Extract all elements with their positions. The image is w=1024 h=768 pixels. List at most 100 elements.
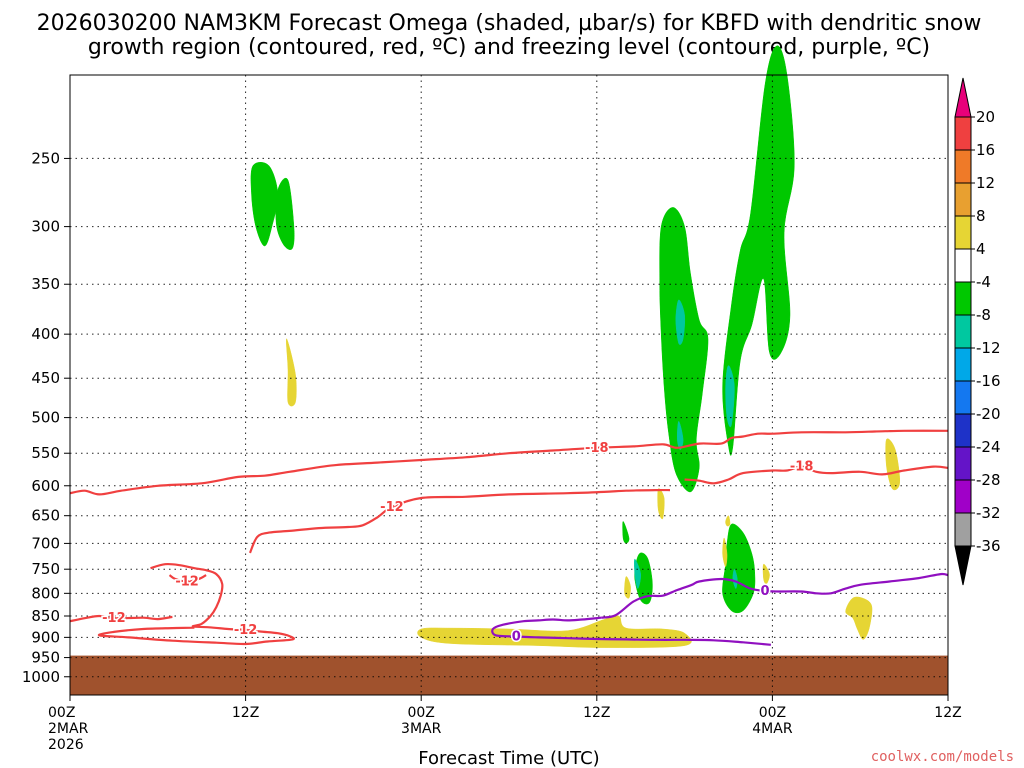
colorbar-tick-label: -28 bbox=[976, 471, 1001, 489]
dgz-contour bbox=[97, 562, 295, 646]
chart-title-line-1: 2026030200 NAM3KM Forecast Omega (shaded… bbox=[37, 11, 982, 36]
colorbar-bin bbox=[954, 215, 972, 250]
colorbar-bin bbox=[954, 413, 972, 448]
colorbar-tick-label: -32 bbox=[976, 504, 1001, 522]
x-tick-label: 00Z bbox=[759, 705, 786, 721]
y-tick-label: 300 bbox=[31, 218, 60, 236]
y-tick-label: 900 bbox=[31, 628, 60, 646]
colorbar-tick-label: -12 bbox=[976, 339, 1001, 357]
omega-region bbox=[845, 596, 873, 640]
y-tick-label: 250 bbox=[31, 149, 60, 167]
y-tick-label: 550 bbox=[31, 444, 60, 462]
y-tick-label: 450 bbox=[31, 369, 60, 387]
omega-region bbox=[659, 207, 709, 493]
dgz-contour-label: -12 bbox=[175, 574, 199, 589]
dgz-contour bbox=[168, 574, 207, 583]
x-tick-year: 2026 bbox=[48, 737, 84, 753]
dgz-contour-label: -12 bbox=[380, 500, 404, 515]
omega-region bbox=[762, 563, 770, 585]
x-tick-date: 4MAR bbox=[752, 721, 793, 737]
colorbar-tick-label: -8 bbox=[976, 306, 991, 324]
y-tick-label: 400 bbox=[31, 325, 60, 343]
terrain-fill bbox=[70, 655, 948, 695]
omega-region bbox=[622, 521, 630, 544]
dgz-contour bbox=[69, 614, 173, 623]
y-tick-label: 350 bbox=[31, 275, 60, 293]
dgz-contour-label: -12 bbox=[234, 623, 258, 638]
colorbar-tick-label: 8 bbox=[976, 207, 986, 225]
colorbar-bin bbox=[954, 281, 972, 316]
colorbar-tick-label: -16 bbox=[976, 372, 1001, 390]
dgz-contour-label: -18 bbox=[790, 460, 814, 475]
colorbar-tick-label: 20 bbox=[976, 108, 995, 126]
omega-region bbox=[885, 438, 900, 491]
y-tick-label: 850 bbox=[31, 607, 60, 625]
freezing-level-contour bbox=[601, 572, 949, 619]
colorbar-bin bbox=[954, 380, 972, 415]
colorbar-tick-label: 16 bbox=[976, 141, 995, 159]
colorbar-tick-label: -36 bbox=[976, 537, 1001, 555]
y-tick-label: 1000 bbox=[22, 668, 60, 686]
omega-region bbox=[286, 338, 297, 407]
freezing-level-contour-label: 0 bbox=[761, 584, 770, 599]
colorbar-bin bbox=[954, 512, 972, 547]
omega-region bbox=[624, 576, 631, 599]
colorbar-bin bbox=[954, 149, 972, 184]
colorbar-bottom-arrow bbox=[954, 545, 972, 586]
chart-title-line-2: growth region (contoured, red, ºC) and f… bbox=[88, 35, 930, 60]
y-tick-label: 750 bbox=[31, 560, 60, 578]
dgz-contour bbox=[248, 488, 671, 554]
x-tick-date: 3MAR bbox=[401, 721, 442, 737]
x-tick-date: 2MAR bbox=[48, 721, 89, 737]
colorbar-bin bbox=[954, 347, 972, 382]
y-tick-label: 650 bbox=[31, 507, 60, 525]
omega-region bbox=[250, 162, 279, 247]
y-tick-label: 800 bbox=[31, 584, 60, 602]
x-tick-label: 12Z bbox=[232, 705, 259, 721]
omega-region bbox=[722, 537, 728, 567]
x-tick-label: 12Z bbox=[583, 705, 610, 721]
y-tick-label: 600 bbox=[31, 477, 60, 495]
terrain-below-surface bbox=[70, 655, 948, 695]
chart-grid bbox=[69, 75, 949, 695]
plot-frame bbox=[69, 74, 949, 696]
colorbar-bin bbox=[954, 182, 972, 217]
y-tick-label: 700 bbox=[31, 534, 60, 552]
omega-region bbox=[657, 488, 665, 520]
x-tick-label: 00Z bbox=[48, 705, 75, 721]
colorbar-tick-label: -24 bbox=[976, 438, 1001, 456]
omega-region bbox=[275, 177, 295, 250]
y-tick-label: 500 bbox=[31, 409, 60, 427]
freezing-level-contour-label: 0 bbox=[512, 630, 521, 645]
site-credit: coolwx.com/models bbox=[871, 749, 1014, 765]
omega-region bbox=[732, 568, 738, 589]
colorbar-tick-label: 4 bbox=[976, 240, 986, 258]
omega-region bbox=[634, 558, 642, 589]
dgz-contour-label: -18 bbox=[585, 441, 609, 456]
colorbar-bin bbox=[954, 479, 972, 514]
omega-colorbar: 20 16 12 8 4 -4 -8 -12 -16 -20 -24 -28 -32 -36 bbox=[954, 77, 1001, 586]
x-axis-label: Forecast Time (UTC) bbox=[418, 748, 599, 768]
colorbar-top-arrow bbox=[954, 77, 972, 118]
dgz-contour bbox=[69, 429, 949, 496]
colorbar-bin bbox=[954, 116, 972, 151]
colorbar-bin bbox=[954, 446, 972, 481]
omega-region bbox=[675, 299, 686, 345]
omega-region bbox=[722, 45, 795, 456]
x-tick-label: 12Z bbox=[934, 705, 961, 721]
temperature-contours: -18 -18 -12 -12 -12 -12 0 0 bbox=[69, 429, 949, 646]
omega-region bbox=[676, 421, 684, 451]
omega-region bbox=[725, 515, 731, 527]
freezing-level-contour bbox=[491, 616, 771, 646]
colorbar-bin bbox=[954, 248, 972, 283]
colorbar-tick-label: -20 bbox=[976, 405, 1001, 423]
colorbar-tick-label: 12 bbox=[976, 174, 995, 192]
dgz-contour-label: -12 bbox=[102, 611, 126, 626]
y-tick-label: 950 bbox=[31, 649, 60, 667]
dgz-contour bbox=[684, 465, 949, 485]
y-axis-pressure: 250 300 350 400 450 500 550 600 650 700 750 800 850 9… bbox=[22, 149, 70, 686]
omega-region bbox=[722, 523, 756, 614]
colorbar-bin bbox=[954, 314, 972, 349]
